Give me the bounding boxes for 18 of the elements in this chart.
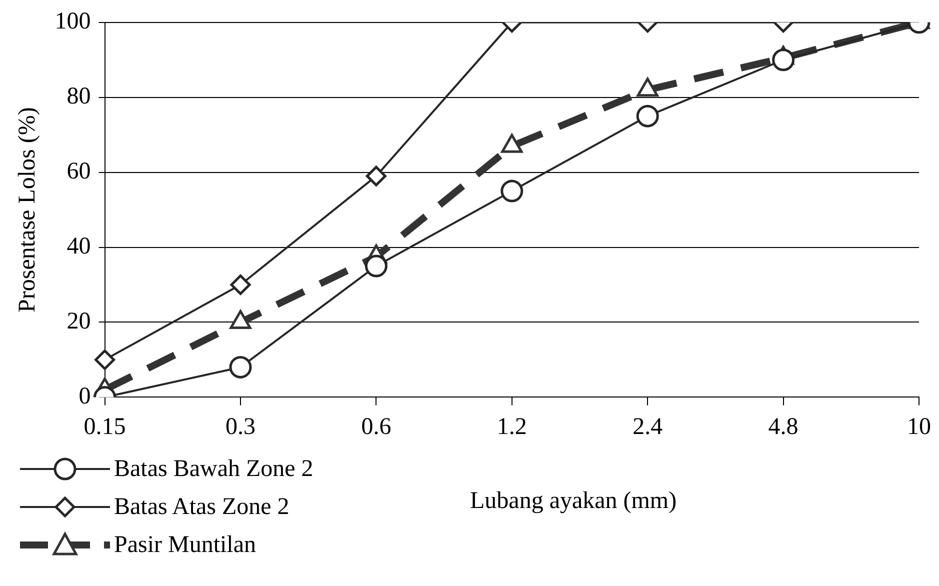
x-tick-label: 2.4 [632,414,663,440]
x-tick-label: 1.2 [496,414,527,440]
y-tick-label: 0 [78,383,91,410]
x-tick-label: 10 [907,414,931,440]
y-tick-label: 80 [66,84,91,110]
x-tick-label: 4.8 [768,414,798,440]
x-tick-label: 0.6 [361,414,392,440]
y-tick-label: 60 [66,158,91,185]
x-tick-label: 0.3 [226,414,256,440]
legend-label: Pasir Muntilan [114,532,256,558]
legend-label: Batas Bawah Zone 2 [114,456,314,482]
x-tick-label: 0.15 [84,414,126,440]
y-tick-label: 100 [54,8,91,35]
y-tick-label: 20 [66,308,91,335]
legend-label: Batas Atas Zone 2 [114,494,290,520]
x-axis-title: Lubang ayakan (mm) [470,488,677,515]
y-axis-title: Prosentase Lolos (%) [14,107,41,312]
y-tick-label: 40 [66,234,91,260]
